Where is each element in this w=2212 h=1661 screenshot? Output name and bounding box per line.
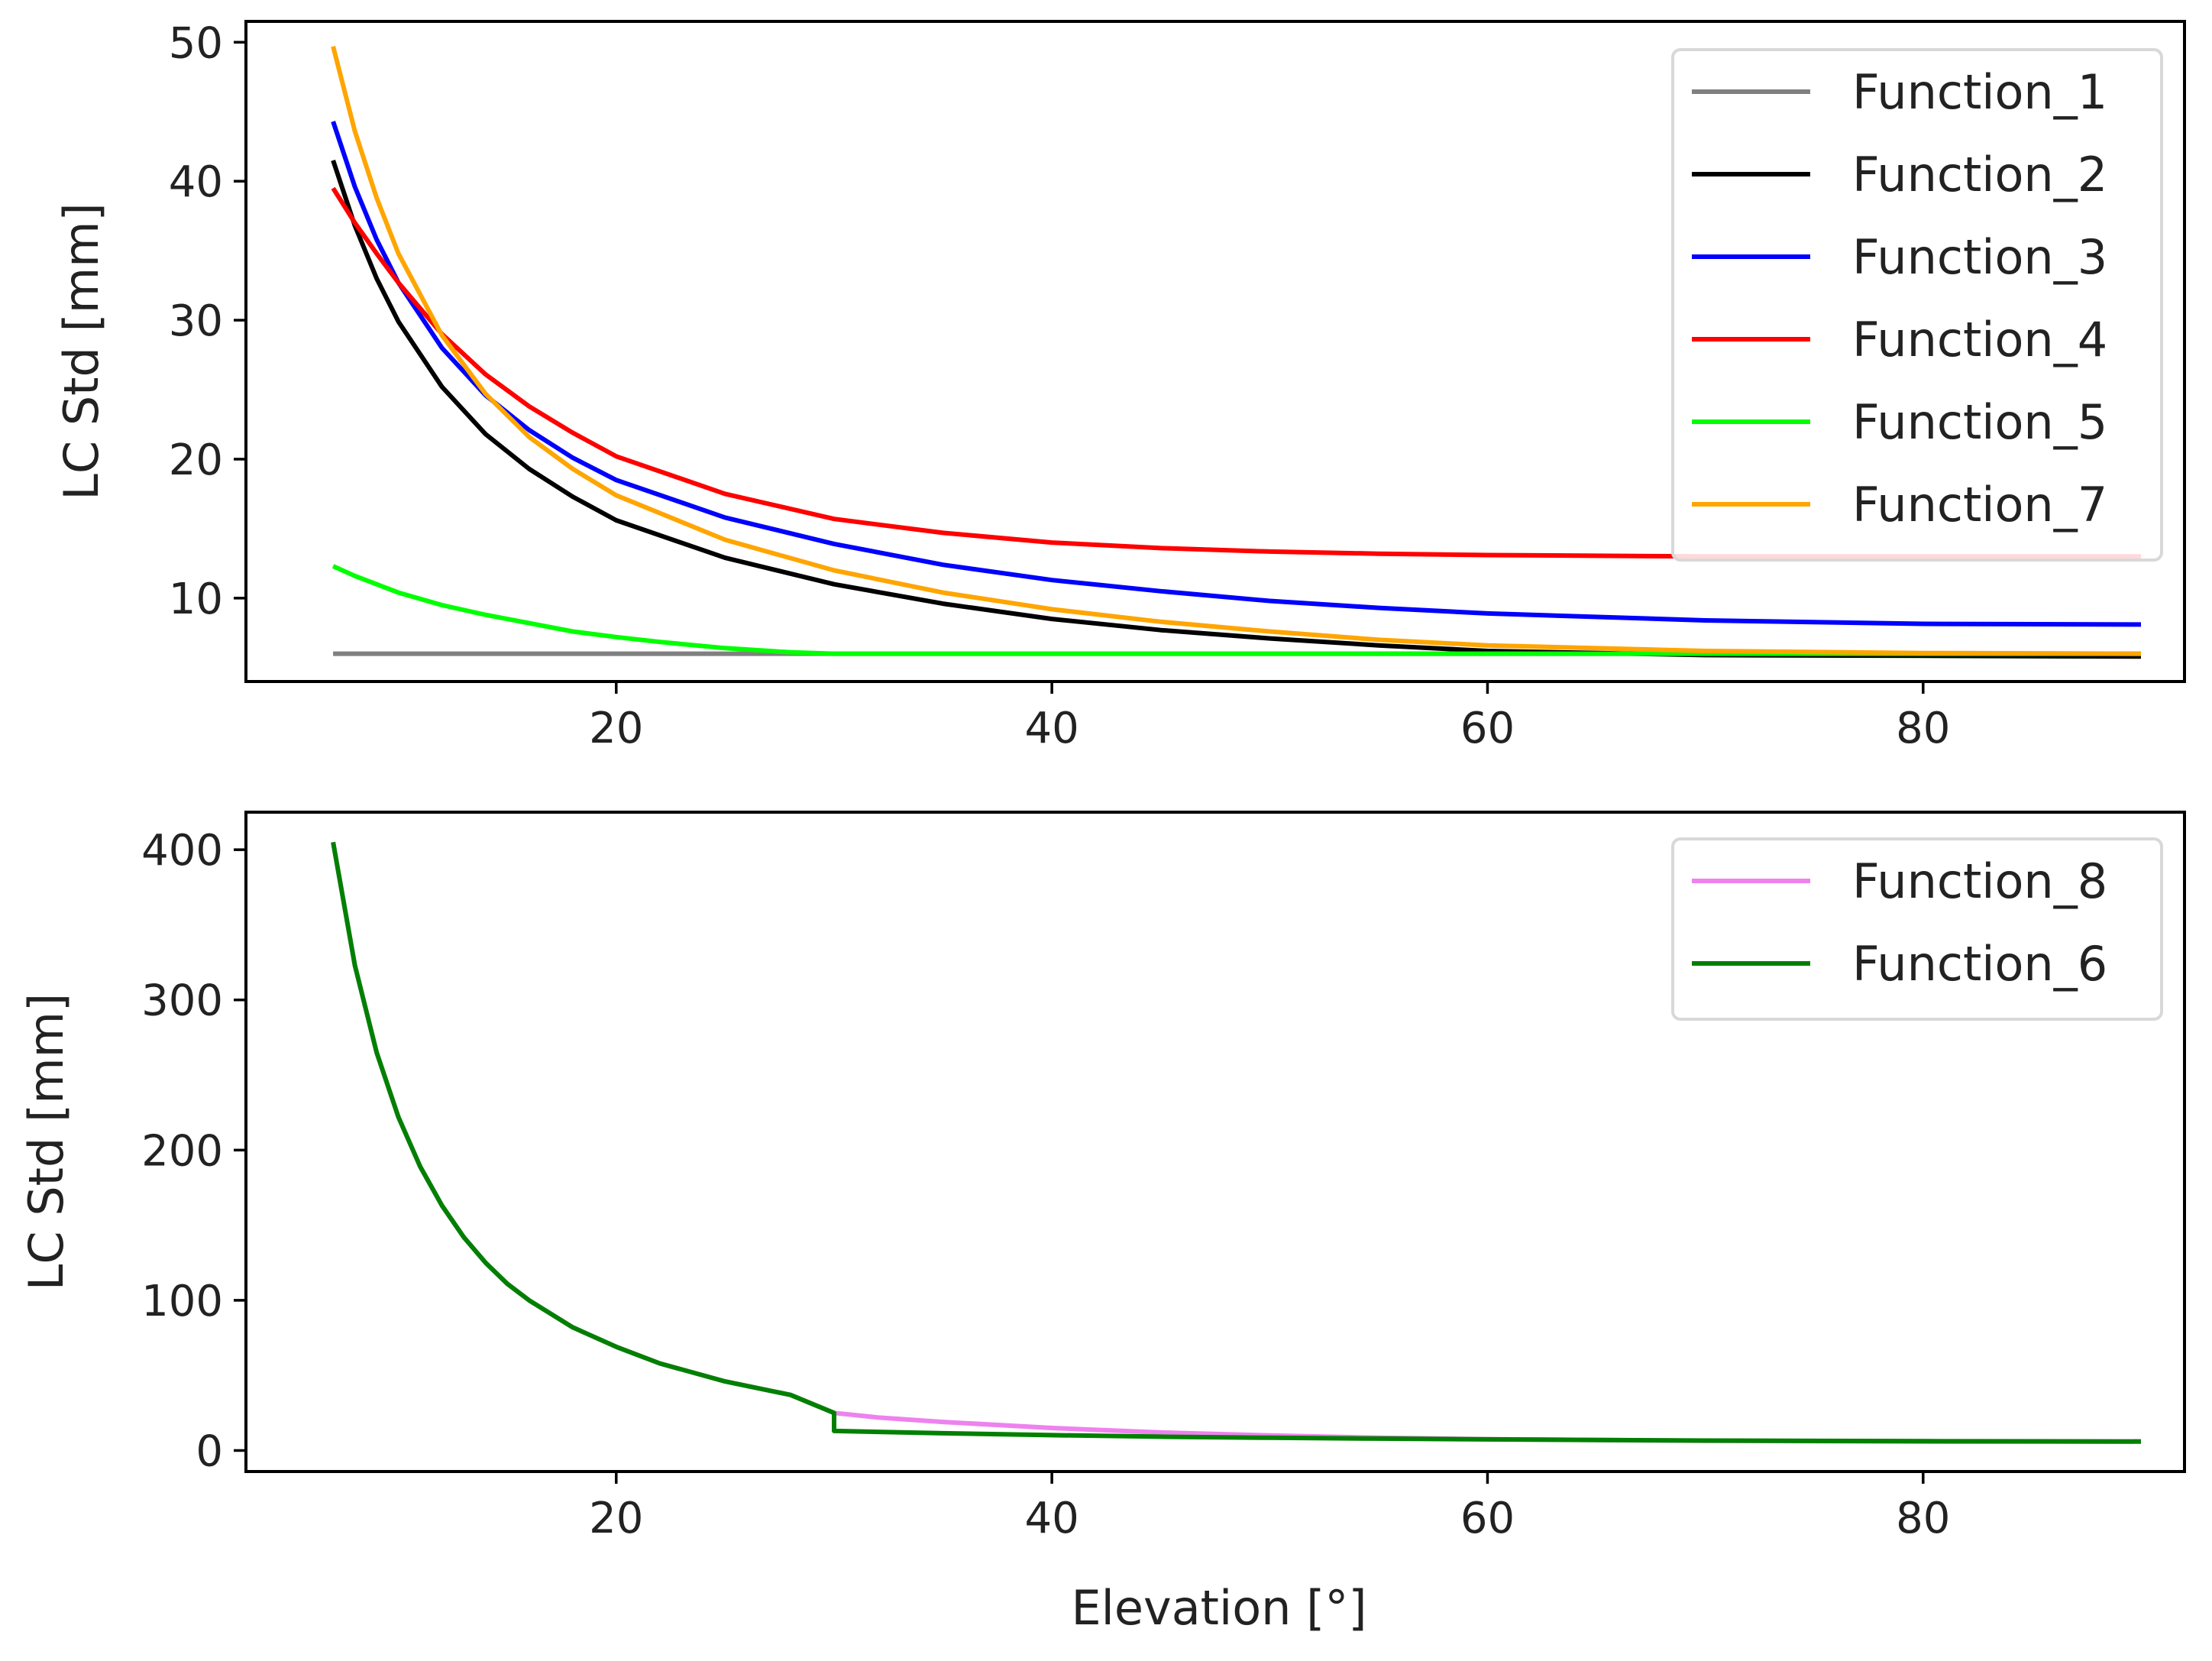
x-axis-label: Elevation [°] bbox=[1071, 1580, 1366, 1636]
plot-frame bbox=[244, 811, 2186, 1473]
legend-label: Function_4 bbox=[1852, 312, 2107, 367]
y-tick-label: 10 bbox=[169, 575, 223, 624]
plot-frame bbox=[244, 20, 2186, 683]
y-axis-label: LC Std [mm] bbox=[53, 202, 109, 500]
y-tick-label: 0 bbox=[196, 1426, 223, 1476]
x-tick-label: 20 bbox=[589, 704, 643, 753]
y-tick-label: 30 bbox=[169, 296, 223, 346]
legend-label: Function_5 bbox=[1852, 394, 2107, 450]
legend: Function_8 Function_6 bbox=[1671, 837, 2163, 1021]
x-tick-label: 20 bbox=[589, 1494, 643, 1543]
legend-label: Function_3 bbox=[1852, 229, 2107, 285]
series-group bbox=[331, 45, 2142, 659]
series-group bbox=[331, 841, 2142, 1444]
series-line-function-2 bbox=[331, 159, 2142, 659]
x-tick-label: 60 bbox=[1460, 704, 1515, 753]
legend-label: Function_7 bbox=[1852, 477, 2107, 533]
series-line-function-6 bbox=[331, 841, 2142, 1444]
y-tick-label: 200 bbox=[141, 1126, 223, 1176]
series-line-function-7 bbox=[331, 45, 2142, 656]
series-line-function-5 bbox=[331, 564, 2141, 656]
y-tick-label: 400 bbox=[141, 826, 223, 876]
y-axis-label: LC Std [mm] bbox=[18, 993, 74, 1290]
x-tick-label: 80 bbox=[1896, 1494, 1950, 1543]
chart-panel-2: 20 40 60 80 0 100 200 300 400 LC Std [mm] Elevatio… bbox=[18, 811, 2186, 1636]
y-tick-label: 300 bbox=[141, 976, 223, 1026]
legend-box bbox=[1671, 48, 2163, 562]
y-tick-label: 20 bbox=[169, 435, 223, 485]
x-tick-label: 80 bbox=[1896, 704, 1950, 753]
series-line-function-4 bbox=[331, 186, 2141, 559]
legend-label: Function_8 bbox=[1852, 853, 2107, 909]
y-tick-label: 40 bbox=[169, 157, 223, 207]
x-tick-label: 60 bbox=[1460, 1494, 1515, 1543]
legend: Function_1 Function_2 Function_3 Function_4… bbox=[1671, 48, 2163, 562]
legend-box bbox=[1671, 837, 2163, 1021]
x-tick-label: 40 bbox=[1024, 704, 1079, 753]
x-tick-label: 40 bbox=[1024, 1494, 1079, 1543]
y-tick-label: 100 bbox=[141, 1277, 223, 1326]
legend-label: Function_6 bbox=[1852, 936, 2107, 992]
legend-label: Function_2 bbox=[1852, 147, 2107, 202]
legend-label: Function_1 bbox=[1852, 64, 2107, 120]
y-tick-label: 50 bbox=[169, 18, 223, 68]
